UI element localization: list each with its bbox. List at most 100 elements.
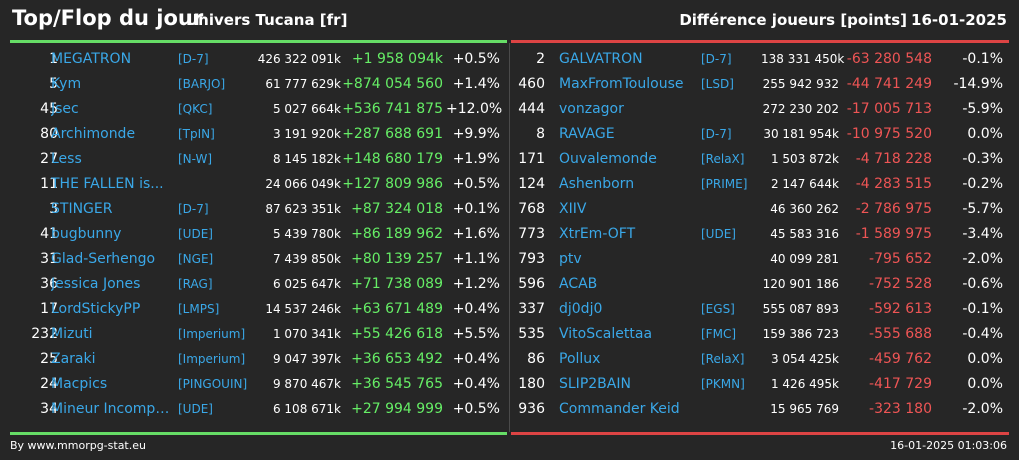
alliance-tag-link[interactable]: [TpIN]: [178, 127, 215, 141]
player-total-points: 272 230 202: [762, 102, 839, 116]
player-name-link[interactable]: Ouvalemonde: [559, 151, 657, 167]
player-name-link[interactable]: Jessica Jones: [51, 276, 141, 292]
alliance-tag-link[interactable]: [N-W]: [178, 152, 213, 166]
player-name-link[interactable]: Ashenborn: [559, 176, 635, 192]
player-name-link[interactable]: ptv: [559, 251, 582, 267]
alliance-tag-link[interactable]: [BARJO]: [178, 77, 226, 91]
player-name-link[interactable]: MEGATRON: [51, 51, 132, 67]
page-title: Top/Flop du jour: [12, 6, 204, 30]
metric-label: Différence joueurs [points]: [679, 11, 907, 29]
alliance-tag-link[interactable]: [EGS]: [701, 302, 735, 316]
top-panel-divider-bottom: [10, 432, 507, 435]
player-name-link[interactable]: XIIV: [559, 201, 587, 217]
alliance-tag-link[interactable]: [UDE]: [178, 227, 213, 241]
alliance-tag-link[interactable]: [D-7]: [178, 52, 209, 66]
points-difference: +148 680 179: [342, 151, 443, 167]
percent-change: -0.2%: [962, 176, 1003, 192]
alliance-tag-link[interactable]: [FMC]: [701, 327, 736, 341]
player-name-link[interactable]: vonzagor: [559, 101, 624, 117]
player-name-link[interactable]: GALVATRON: [559, 51, 643, 67]
player-name-link[interactable]: Commander Keid: [559, 401, 680, 417]
player-name-link[interactable]: Macpics: [51, 376, 108, 392]
alliance-tag-link[interactable]: [RelaX]: [701, 152, 745, 166]
player-total-points: 1 426 495k: [770, 377, 839, 391]
player-name-link[interactable]: Archimonde: [51, 126, 136, 142]
alliance-tag-link[interactable]: [NGE]: [178, 252, 214, 266]
player-rank: 25: [40, 351, 58, 367]
flop-row: 773 XtrEm-OFT [UDE] 45 583 316 -1 589 975 -3.…: [511, 222, 1009, 247]
points-difference: +36 545 765: [351, 376, 443, 392]
flop-row: 793 ptv 40 099 281 -795 652 -2.0%: [511, 247, 1009, 272]
player-name-link[interactable]: Mineur Incompe...: [51, 401, 175, 417]
player-name-link[interactable]: LordStickyPP: [51, 301, 141, 317]
player-total-points: 61 777 629k: [265, 77, 341, 91]
player-total-points: 138 331 450k: [761, 52, 845, 66]
player-name-link[interactable]: SLIP2BAIN: [559, 376, 631, 392]
player-rank: 36: [40, 276, 58, 292]
player-name-link[interactable]: ACAB: [559, 276, 598, 292]
flop-list: 2 GALVATRON [D-7] 138 331 450k -63 280 548 -0…: [511, 47, 1009, 422]
top-panel: 1 MEGATRON [D-7] 426 322 091k +1 958 094k +0.…: [10, 40, 507, 435]
alliance-tag-link[interactable]: [D-7]: [701, 52, 732, 66]
player-name-link[interactable]: VitoScalettaa: [559, 326, 653, 342]
player-total-points: 14 537 246k: [265, 302, 341, 316]
player-rank: 337: [518, 301, 545, 317]
player-name-link[interactable]: bugbunny: [51, 226, 122, 242]
alliance-tag-link[interactable]: [PKMN]: [701, 377, 745, 391]
alliance-tag-link[interactable]: [PINGOUIN]: [178, 377, 248, 391]
alliance-tag-link[interactable]: [QKC]: [178, 102, 213, 116]
points-difference: +1 958 094k: [351, 51, 443, 67]
player-name-link[interactable]: XtrEm-OFT: [559, 226, 636, 242]
flop-panel: 2 GALVATRON [D-7] 138 331 450k -63 280 548 -0…: [511, 40, 1009, 435]
flop-row: 444 vonzagor 272 230 202 -17 005 713 -5.9%: [511, 97, 1009, 122]
top-row: 34 Mineur Incompe... [UDE] 6 108 671k +27 99…: [10, 397, 507, 422]
percent-change: -3.4%: [962, 226, 1003, 242]
alliance-tag-link[interactable]: [RAG]: [178, 277, 213, 291]
player-total-points: 3 054 425k: [770, 352, 839, 366]
source-credit: By www.mmorpg-stat.eu: [10, 439, 146, 452]
player-rank: 936: [518, 401, 545, 417]
player-name-link[interactable]: Mizuti: [51, 326, 93, 342]
alliance-tag-link[interactable]: [D-7]: [701, 127, 732, 141]
player-name-link[interactable]: Pollux: [559, 351, 601, 367]
top-row: 11 THE FALLEN is... 24 066 049k +127 809 98…: [10, 172, 507, 197]
percent-change: -2.0%: [962, 251, 1003, 267]
flop-row: 535 VitoScalettaa [FMC] 159 386 723 -555 688…: [511, 322, 1009, 347]
alliance-tag-link[interactable]: [LMPS]: [178, 302, 220, 316]
player-name-link[interactable]: Less: [51, 151, 82, 167]
alliance-tag-link[interactable]: [PRIME]: [701, 177, 748, 191]
top-row: 27 Less [N-W] 8 145 182k +148 680 179 +1.9%: [10, 147, 507, 172]
alliance-tag-link[interactable]: [Imperium]: [178, 352, 246, 366]
player-rank: 596: [518, 276, 545, 292]
percent-change: +0.1%: [452, 201, 500, 217]
flop-panel-divider-bottom: [511, 432, 1009, 435]
alliance-tag-link[interactable]: [RelaX]: [701, 352, 745, 366]
alliance-tag-link[interactable]: [Imperium]: [178, 327, 246, 341]
player-name-link[interactable]: STINGER: [51, 201, 113, 217]
points-difference: -555 688: [869, 326, 932, 342]
alliance-tag-link[interactable]: [UDE]: [178, 402, 213, 416]
player-rank: 232: [31, 326, 58, 342]
player-rank: 11: [40, 176, 58, 192]
alliance-tag-link[interactable]: [D-7]: [178, 202, 209, 216]
player-rank: 773: [518, 226, 545, 242]
player-name-link[interactable]: RAVAGE: [559, 126, 615, 142]
player-name-link[interactable]: Glad-Serhengo: [51, 251, 156, 267]
player-name-link[interactable]: Zaraki: [51, 351, 96, 367]
player-name-link[interactable]: Kym: [51, 76, 82, 92]
points-difference: -63 280 548: [846, 51, 932, 67]
alliance-tag-link[interactable]: [LSD]: [701, 77, 734, 91]
top-row: 41 bugbunny [UDE] 5 439 780k +86 189 962 +1.6…: [10, 222, 507, 247]
player-rank: 45: [40, 101, 58, 117]
alliance-tag-link[interactable]: [UDE]: [701, 227, 736, 241]
player-name-link[interactable]: MaxFromToulouse: [559, 76, 684, 92]
player-total-points: 6 108 671k: [272, 402, 341, 416]
player-name-link[interactable]: dj0dj0: [559, 301, 603, 317]
percent-change: +12.0%: [446, 101, 503, 117]
player-name-link[interactable]: Jsec: [51, 101, 79, 117]
percent-change: 0.0%: [967, 376, 1003, 392]
player-name-link[interactable]: THE FALLEN is...: [51, 176, 164, 192]
flop-row: 124 Ashenborn [PRIME] 2 147 644k -4 283 515 -…: [511, 172, 1009, 197]
player-rank: 1: [49, 51, 58, 67]
column-divider: [509, 43, 510, 432]
